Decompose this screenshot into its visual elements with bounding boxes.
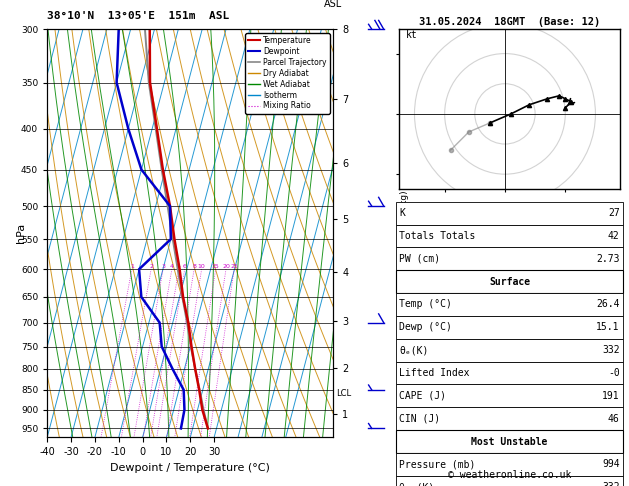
Text: Surface: Surface	[489, 277, 530, 287]
Text: 38°10'N  13°05'E  151m  ASL: 38°10'N 13°05'E 151m ASL	[47, 11, 230, 21]
Text: 31.05.2024  18GMT  (Base: 12): 31.05.2024 18GMT (Base: 12)	[419, 17, 600, 27]
Text: Totals Totals: Totals Totals	[399, 231, 476, 241]
Text: Pressure (mb): Pressure (mb)	[399, 459, 476, 469]
Text: km
ASL: km ASL	[324, 0, 343, 9]
Text: 994: 994	[602, 459, 620, 469]
Text: 25: 25	[230, 264, 238, 269]
Text: 191: 191	[602, 391, 620, 401]
Text: CAPE (J): CAPE (J)	[399, 391, 447, 401]
Text: 3: 3	[161, 264, 165, 269]
Legend: Temperature, Dewpoint, Parcel Trajectory, Dry Adiabat, Wet Adiabat, Isotherm, Mi: Temperature, Dewpoint, Parcel Trajectory…	[245, 33, 330, 114]
Text: hPa: hPa	[16, 223, 26, 243]
Text: 10: 10	[198, 264, 206, 269]
Text: Most Unstable: Most Unstable	[471, 436, 548, 447]
Text: θₑ (K): θₑ (K)	[399, 482, 435, 486]
Text: -0: -0	[608, 368, 620, 378]
Text: 8: 8	[192, 264, 196, 269]
Text: 27: 27	[608, 208, 620, 218]
Text: PW (cm): PW (cm)	[399, 254, 440, 264]
Text: 46: 46	[608, 414, 620, 424]
Text: 4: 4	[170, 264, 174, 269]
Text: K: K	[399, 208, 405, 218]
Text: 15.1: 15.1	[596, 322, 620, 332]
Text: 15: 15	[212, 264, 220, 269]
Text: 332: 332	[602, 345, 620, 355]
Text: 2: 2	[149, 264, 153, 269]
Text: 20: 20	[222, 264, 230, 269]
Text: 2.73: 2.73	[596, 254, 620, 264]
Text: LCL: LCL	[337, 389, 352, 399]
Text: Temp (°C): Temp (°C)	[399, 299, 452, 310]
Text: Mixing Ratio (g/kg): Mixing Ratio (g/kg)	[401, 191, 409, 276]
Text: 42: 42	[608, 231, 620, 241]
Text: 26.4: 26.4	[596, 299, 620, 310]
Text: 6: 6	[183, 264, 187, 269]
Text: kt: kt	[406, 31, 417, 40]
Text: Dewp (°C): Dewp (°C)	[399, 322, 452, 332]
Text: 5: 5	[177, 264, 181, 269]
Text: 332: 332	[602, 482, 620, 486]
Text: Lifted Index: Lifted Index	[399, 368, 470, 378]
Text: © weatheronline.co.uk: © weatheronline.co.uk	[448, 470, 571, 480]
Text: θₑ(K): θₑ(K)	[399, 345, 429, 355]
Text: 1: 1	[130, 264, 134, 269]
X-axis label: Dewpoint / Temperature (°C): Dewpoint / Temperature (°C)	[110, 463, 270, 473]
Text: CIN (J): CIN (J)	[399, 414, 440, 424]
